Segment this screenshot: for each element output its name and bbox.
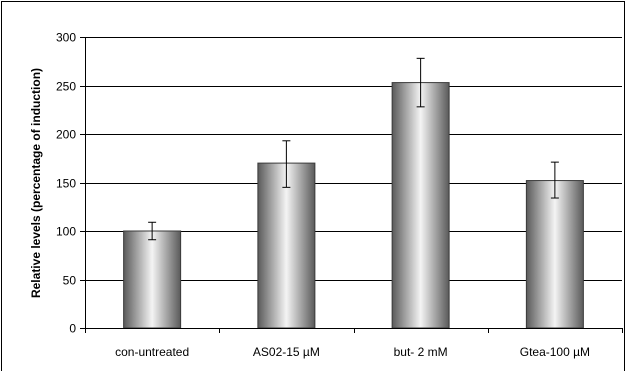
- x-tick-label: AS02-15 µM: [253, 345, 320, 359]
- y-tick-label: 200: [56, 128, 76, 142]
- bars: [123, 57, 584, 329]
- y-tick-label: 150: [56, 177, 76, 191]
- y-tick-label: 250: [56, 80, 76, 94]
- bar: [123, 230, 182, 329]
- y-tick-label: 100: [56, 225, 76, 239]
- x-tick-label: but- 2 mM: [394, 345, 448, 359]
- x-tick-label: Gtea-100 µM: [520, 345, 590, 359]
- axes: [80, 37, 623, 333]
- y-tick-label: 50: [63, 274, 77, 288]
- y-axis-title: Relative levels (percentage of induction…: [29, 68, 43, 298]
- bar: [391, 82, 450, 329]
- y-tick-label: 0: [69, 322, 76, 336]
- x-tick-labels: con-untreated AS02-15 µM but- 2 mM Gtea-100…: [115, 345, 590, 359]
- y-tick-labels: 0 50 100 150 200 250 300: [56, 31, 76, 336]
- bar: [525, 180, 584, 329]
- x-tick-label: con-untreated: [115, 345, 189, 359]
- y-tick-label: 300: [56, 31, 76, 45]
